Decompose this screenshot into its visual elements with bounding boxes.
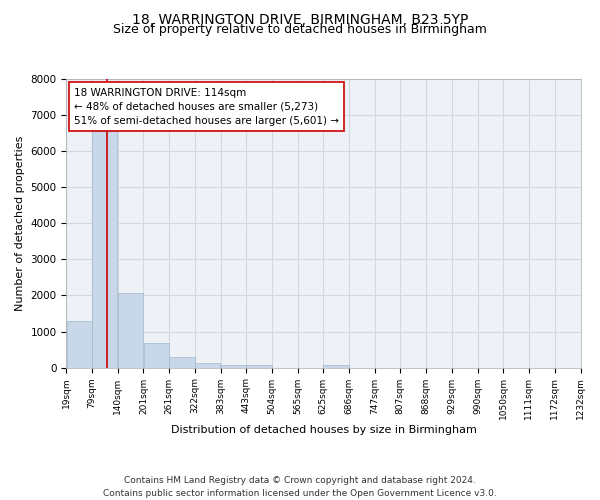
Bar xyxy=(246,366,272,368)
Bar xyxy=(323,364,349,368)
Text: 18, WARRINGTON DRIVE, BIRMINGHAM, B23 5YP: 18, WARRINGTON DRIVE, BIRMINGHAM, B23 5Y… xyxy=(132,12,468,26)
Text: Contains HM Land Registry data © Crown copyright and database right 2024.
Contai: Contains HM Land Registry data © Crown c… xyxy=(103,476,497,498)
Text: Size of property relative to detached houses in Birmingham: Size of property relative to detached ho… xyxy=(113,22,487,36)
Bar xyxy=(195,363,220,368)
Text: 18 WARRINGTON DRIVE: 114sqm
← 48% of detached houses are smaller (5,273)
51% of : 18 WARRINGTON DRIVE: 114sqm ← 48% of det… xyxy=(74,88,339,126)
Bar xyxy=(143,343,169,367)
Bar xyxy=(221,364,246,368)
Bar xyxy=(92,132,118,368)
X-axis label: Distribution of detached houses by size in Birmingham: Distribution of detached houses by size … xyxy=(170,425,476,435)
Bar xyxy=(118,294,143,368)
Bar xyxy=(169,357,194,368)
Bar xyxy=(67,320,92,368)
Y-axis label: Number of detached properties: Number of detached properties xyxy=(15,136,25,311)
